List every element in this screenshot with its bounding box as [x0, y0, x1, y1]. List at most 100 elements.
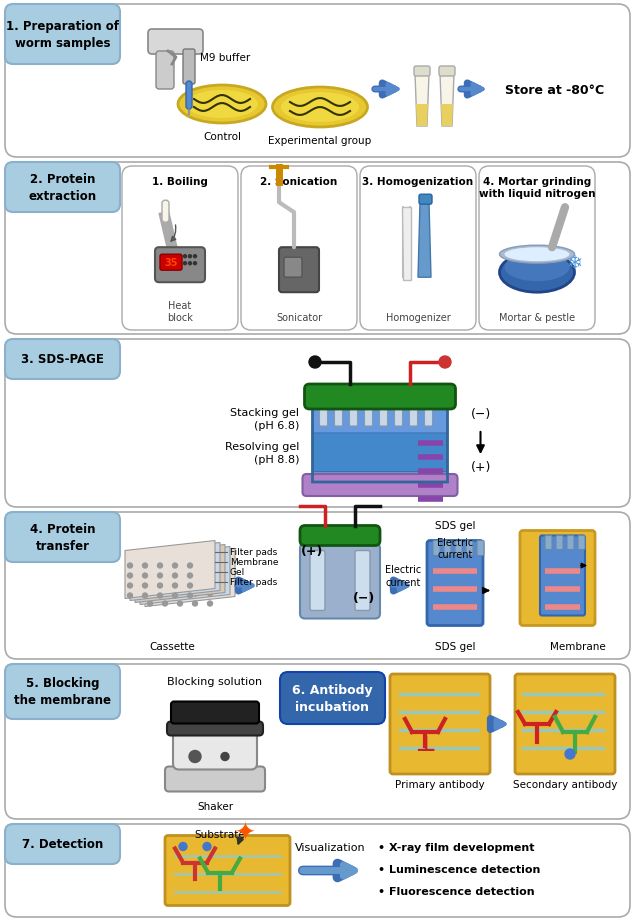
Text: Shaker: Shaker: [197, 801, 233, 811]
Polygon shape: [125, 541, 215, 599]
Circle shape: [173, 563, 178, 568]
Text: Secondary antibody: Secondary antibody: [513, 779, 617, 789]
Circle shape: [187, 594, 192, 598]
FancyBboxPatch shape: [160, 255, 182, 271]
Text: 2. Sonication: 2. Sonication: [260, 176, 338, 187]
Text: Stacking gel
(pH 6.8): Stacking gel (pH 6.8): [231, 407, 300, 431]
FancyBboxPatch shape: [5, 824, 120, 864]
Circle shape: [173, 584, 178, 588]
Text: 4. Mortar grinding
with liquid nitrogen: 4. Mortar grinding with liquid nitrogen: [479, 176, 595, 199]
FancyBboxPatch shape: [479, 167, 595, 331]
FancyBboxPatch shape: [312, 428, 448, 472]
FancyBboxPatch shape: [335, 404, 342, 426]
Circle shape: [203, 843, 211, 851]
Circle shape: [187, 584, 192, 588]
Circle shape: [142, 563, 147, 568]
Circle shape: [163, 601, 168, 607]
Text: ⊥: ⊥: [415, 734, 435, 754]
FancyBboxPatch shape: [349, 404, 358, 426]
Text: Gel: Gel: [230, 567, 245, 576]
FancyBboxPatch shape: [165, 835, 290, 905]
Ellipse shape: [504, 254, 570, 282]
Circle shape: [142, 594, 147, 598]
Circle shape: [189, 263, 192, 266]
FancyBboxPatch shape: [394, 404, 403, 426]
FancyBboxPatch shape: [455, 541, 462, 556]
Text: (+): (+): [471, 461, 491, 474]
Circle shape: [157, 563, 163, 568]
Circle shape: [147, 572, 152, 576]
Circle shape: [147, 601, 152, 607]
Polygon shape: [140, 547, 230, 605]
Text: Cassette: Cassette: [149, 641, 195, 652]
FancyBboxPatch shape: [578, 536, 585, 550]
FancyBboxPatch shape: [410, 404, 417, 426]
Text: Store at -80°C: Store at -80°C: [505, 84, 605, 96]
Circle shape: [184, 255, 187, 258]
FancyBboxPatch shape: [364, 404, 373, 426]
Circle shape: [189, 751, 201, 763]
FancyBboxPatch shape: [427, 541, 483, 626]
Circle shape: [128, 584, 133, 588]
FancyBboxPatch shape: [439, 67, 455, 77]
Text: Electric
current: Electric current: [385, 564, 421, 587]
Circle shape: [178, 572, 182, 576]
FancyBboxPatch shape: [5, 664, 120, 720]
Ellipse shape: [281, 93, 359, 123]
FancyBboxPatch shape: [5, 5, 120, 65]
FancyBboxPatch shape: [390, 675, 490, 774]
Text: (+): (+): [301, 544, 323, 558]
Circle shape: [163, 591, 168, 596]
Circle shape: [128, 594, 133, 598]
FancyBboxPatch shape: [545, 536, 552, 550]
Text: 1. Preparation of
worm samples: 1. Preparation of worm samples: [6, 20, 119, 50]
Circle shape: [439, 357, 451, 369]
Circle shape: [194, 263, 196, 266]
Polygon shape: [130, 543, 220, 601]
Polygon shape: [415, 75, 429, 127]
Circle shape: [208, 591, 213, 596]
FancyBboxPatch shape: [162, 201, 169, 223]
Text: Homogenizer: Homogenizer: [385, 312, 450, 323]
Text: 4. Protein
transfer: 4. Protein transfer: [30, 522, 95, 552]
FancyBboxPatch shape: [5, 163, 630, 335]
Circle shape: [309, 357, 321, 369]
FancyBboxPatch shape: [520, 531, 595, 626]
Circle shape: [128, 573, 133, 578]
Text: Experimental group: Experimental group: [269, 136, 371, 146]
FancyBboxPatch shape: [310, 550, 325, 611]
Text: (−): (−): [471, 408, 491, 421]
FancyBboxPatch shape: [183, 50, 195, 85]
FancyBboxPatch shape: [280, 673, 385, 724]
Text: 5. Blocking
the membrane: 5. Blocking the membrane: [14, 676, 111, 707]
Text: • Luminescence detection: • Luminescence detection: [378, 864, 540, 874]
Text: Mortar & pestle: Mortar & pestle: [499, 312, 575, 323]
Circle shape: [157, 584, 163, 588]
Circle shape: [142, 573, 147, 578]
Circle shape: [128, 563, 133, 568]
Circle shape: [208, 572, 213, 576]
FancyBboxPatch shape: [167, 721, 263, 736]
Text: 3. Homogenization: 3. Homogenization: [363, 176, 474, 187]
FancyBboxPatch shape: [515, 675, 615, 774]
FancyBboxPatch shape: [5, 513, 120, 562]
FancyBboxPatch shape: [419, 195, 432, 205]
Circle shape: [194, 255, 196, 258]
Ellipse shape: [186, 91, 258, 119]
Text: • X-ray film development: • X-ray film development: [378, 842, 535, 852]
Circle shape: [178, 582, 182, 586]
FancyBboxPatch shape: [241, 167, 357, 331]
Circle shape: [147, 582, 152, 586]
FancyBboxPatch shape: [284, 258, 302, 278]
Circle shape: [179, 843, 187, 851]
Circle shape: [157, 594, 163, 598]
Circle shape: [173, 594, 178, 598]
Ellipse shape: [178, 85, 266, 124]
Circle shape: [178, 591, 182, 596]
FancyBboxPatch shape: [433, 541, 440, 556]
FancyBboxPatch shape: [186, 82, 192, 110]
FancyBboxPatch shape: [312, 404, 448, 434]
FancyBboxPatch shape: [355, 550, 370, 611]
Ellipse shape: [504, 248, 570, 262]
Text: Filter pads: Filter pads: [230, 548, 277, 556]
